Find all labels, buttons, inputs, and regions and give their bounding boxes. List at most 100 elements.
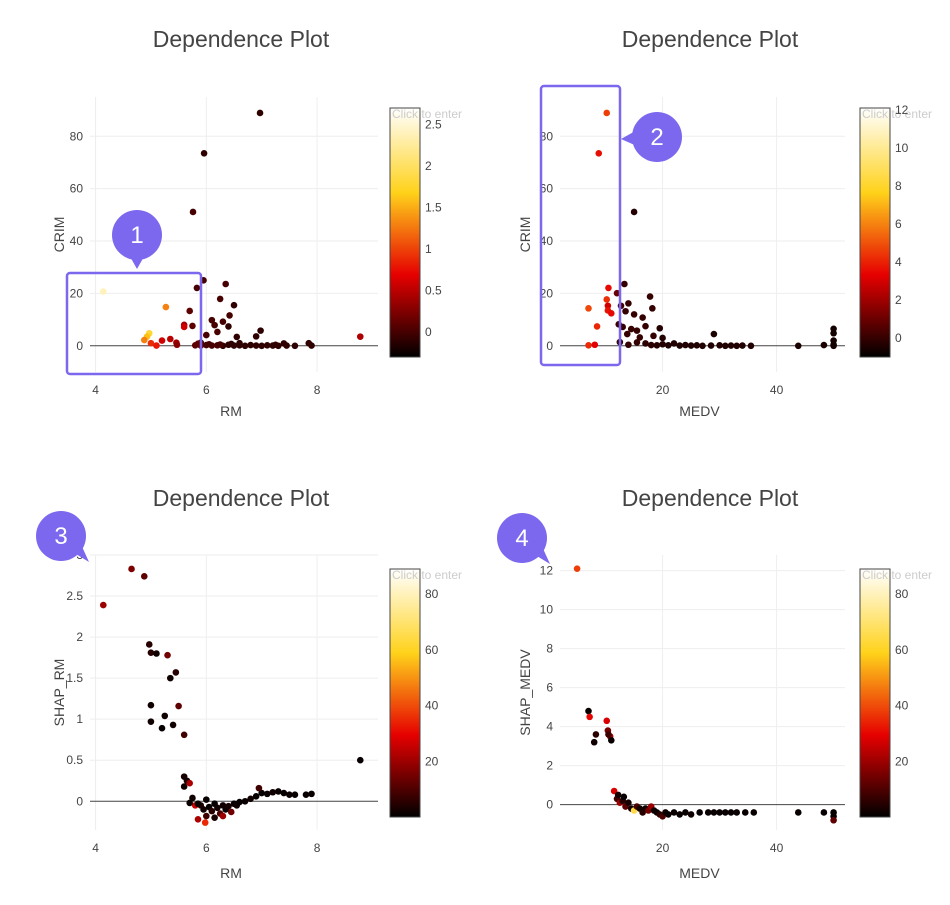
data-point[interactable] — [727, 342, 735, 349]
data-point[interactable] — [128, 565, 135, 573]
data-point[interactable] — [172, 669, 180, 676]
data-point[interactable] — [727, 809, 735, 816]
data-point[interactable] — [275, 788, 282, 795]
data-point[interactable] — [158, 337, 166, 344]
data-point[interactable] — [356, 756, 364, 764]
data-point[interactable] — [722, 809, 729, 816]
data-point[interactable] — [687, 342, 695, 349]
data-point[interactable] — [356, 333, 364, 340]
data-point[interactable] — [194, 816, 202, 823]
data-point[interactable] — [147, 649, 155, 656]
data-point[interactable] — [173, 341, 181, 349]
data-point[interactable] — [180, 783, 188, 790]
data-point[interactable] — [291, 791, 299, 799]
data-point[interactable] — [585, 341, 592, 349]
data-point[interactable] — [255, 784, 263, 792]
data-point[interactable] — [604, 302, 612, 310]
data-point[interactable] — [186, 799, 193, 807]
data-point[interactable] — [219, 318, 227, 326]
data-point[interactable] — [161, 712, 169, 720]
data-point[interactable] — [622, 307, 629, 315]
data-point[interactable] — [625, 341, 632, 349]
data-point[interactable] — [659, 340, 666, 348]
data-point[interactable] — [603, 717, 611, 725]
data-point[interactable] — [623, 330, 631, 338]
data-point[interactable] — [603, 109, 611, 117]
data-point[interactable] — [194, 800, 202, 808]
data-point[interactable] — [733, 342, 740, 350]
data-point[interactable] — [608, 736, 615, 744]
data-point[interactable] — [625, 799, 632, 806]
data-point[interactable] — [633, 339, 641, 346]
data-point[interactable] — [216, 341, 224, 348]
data-point[interactable] — [603, 296, 611, 303]
data-point[interactable] — [252, 342, 260, 349]
data-point[interactable] — [269, 788, 277, 796]
data-point[interactable] — [621, 280, 628, 288]
data-point[interactable] — [272, 341, 279, 349]
data-point[interactable] — [167, 674, 174, 682]
data-point[interactable] — [247, 795, 254, 803]
data-point[interactable] — [302, 791, 310, 799]
data-point[interactable] — [241, 797, 249, 805]
data-point[interactable] — [186, 779, 193, 787]
data-point[interactable] — [226, 312, 233, 319]
data-point[interactable] — [627, 325, 635, 333]
data-point[interactable] — [147, 701, 155, 709]
data-point[interactable] — [201, 819, 209, 826]
data-point[interactable] — [642, 340, 649, 347]
data-point[interactable] — [747, 342, 755, 350]
data-point[interactable] — [225, 323, 232, 330]
data-point[interactable] — [670, 340, 678, 347]
data-point[interactable] — [585, 305, 592, 312]
data-point[interactable] — [716, 341, 723, 349]
data-point[interactable] — [241, 342, 249, 350]
data-point[interactable] — [592, 731, 600, 738]
data-point[interactable] — [258, 789, 265, 797]
data-point[interactable] — [236, 798, 243, 806]
data-point[interactable] — [682, 341, 689, 349]
data-point[interactable] — [308, 342, 315, 349]
data-point[interactable] — [99, 601, 107, 609]
data-point[interactable] — [205, 340, 213, 348]
data-point[interactable] — [230, 301, 238, 309]
data-point[interactable] — [590, 738, 598, 746]
data-point[interactable] — [625, 300, 632, 307]
data-point[interactable] — [247, 341, 254, 349]
data-point[interactable] — [99, 288, 107, 295]
data-point[interactable] — [200, 150, 208, 157]
data-point[interactable] — [739, 342, 746, 349]
data-point[interactable] — [794, 809, 802, 816]
data-point[interactable] — [633, 327, 641, 334]
data-point[interactable] — [225, 802, 232, 810]
data-point[interactable] — [153, 342, 160, 349]
data-point[interactable] — [830, 341, 837, 349]
data-point[interactable] — [586, 713, 593, 721]
data-point[interactable] — [646, 293, 654, 300]
data-point[interactable] — [830, 816, 837, 824]
data-point[interactable] — [649, 305, 656, 312]
data-point[interactable] — [211, 321, 218, 329]
data-point[interactable] — [233, 333, 241, 341]
data-point[interactable] — [280, 789, 288, 797]
data-point[interactable] — [140, 336, 148, 344]
data-point[interactable] — [283, 342, 290, 349]
data-point[interactable] — [214, 328, 221, 336]
data-point[interactable] — [585, 707, 592, 715]
data-point[interactable] — [722, 342, 729, 350]
data-point[interactable] — [200, 806, 207, 813]
data-point[interactable] — [257, 327, 264, 334]
data-point[interactable] — [710, 330, 718, 338]
data-point[interactable] — [613, 289, 621, 297]
data-point[interactable] — [203, 796, 210, 803]
data-point[interactable] — [211, 814, 218, 821]
data-point[interactable] — [189, 322, 196, 330]
data-point[interactable] — [670, 809, 678, 816]
data-point[interactable] — [639, 314, 646, 321]
data-point[interactable] — [180, 731, 188, 739]
data-point[interactable] — [258, 342, 265, 350]
data-point[interactable] — [162, 303, 170, 311]
data-point[interactable] — [608, 310, 615, 317]
data-point[interactable] — [219, 812, 227, 820]
data-point[interactable] — [676, 811, 683, 818]
